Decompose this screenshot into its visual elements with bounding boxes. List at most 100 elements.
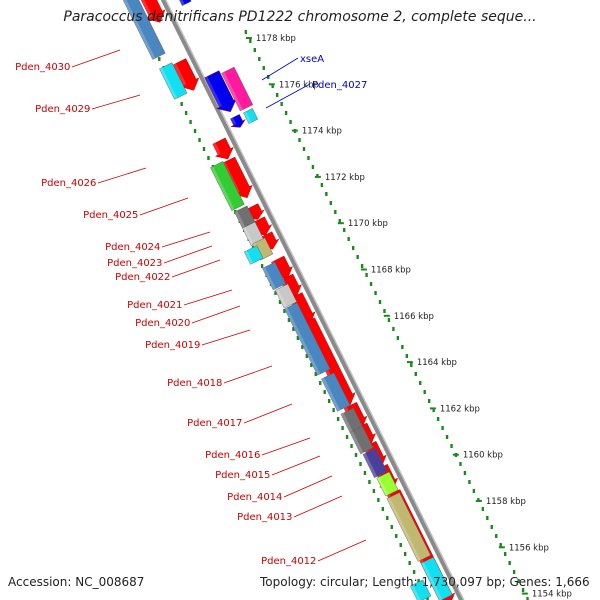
gene-block-shape (349, 425, 374, 455)
gene-block-small-highlight (243, 111, 252, 124)
outer-guide-line-dot (414, 372, 417, 376)
outer-guide-line-dot (284, 111, 288, 115)
cds-arrow-reverse (204, 70, 237, 113)
gene-block-highlight (244, 250, 254, 265)
inner-guide-line-dot (202, 147, 206, 151)
gene-label-leader (163, 245, 213, 264)
gene-label-left: Pden_4023 (107, 258, 162, 269)
inner-guide-line-dot (296, 336, 300, 340)
inner-guide-line-dot (198, 138, 201, 142)
outer-guide-line-dot (508, 561, 511, 565)
gene-block (340, 407, 364, 435)
gene-label-left: Pden_4020 (135, 318, 190, 329)
outer-guide-line-dot (311, 165, 315, 169)
gene-block-shape (121, 0, 166, 60)
outer-guide-line-dot (253, 48, 257, 52)
accession-text: Accession: NC_008687 (8, 575, 145, 589)
tick-label: 1174 kbp (302, 127, 342, 137)
outer-guide-line-dot (365, 273, 368, 277)
gene-block-highlight (284, 307, 321, 376)
outer-guide-line-dot (499, 543, 502, 547)
gene-block-shape (420, 556, 453, 600)
gene-block-pink-highlight (221, 71, 243, 111)
inner-guide-line-dot (381, 507, 385, 511)
gene-label-left: Pden_4012 (261, 556, 316, 567)
inner-guide-line-dot (292, 327, 295, 331)
gene-block (321, 372, 351, 412)
inner-guide-line-dot (305, 354, 309, 358)
outer-guide-line-dot (302, 147, 306, 151)
gene-block-pink-shape (221, 66, 254, 112)
gene-block-highlight (121, 0, 156, 60)
outer-guide-line-dot (325, 192, 328, 196)
gene-label-left: Pden_4026 (41, 178, 96, 189)
inner-guide-line-dot (363, 471, 367, 475)
gene-block-highlight (242, 226, 255, 247)
gene-label-left: Pden_4024 (105, 242, 160, 253)
gene-label-left: Pden_4017 (187, 418, 242, 429)
gene-block-shape (210, 161, 245, 211)
outer-guide-line-dot (369, 282, 373, 286)
outer-guide-line-dot (486, 516, 489, 520)
gene-label-left: Pden_4014 (227, 492, 282, 503)
tick-label: 1160 kbp (463, 451, 503, 461)
gene-label-right: Pden_4027 (312, 80, 367, 91)
cds-arrow-small-highlight (230, 117, 237, 126)
gene-label-leader (171, 259, 221, 278)
gene-label-left: Pden_4025 (83, 210, 138, 221)
outer-guide-line-dot (512, 570, 516, 574)
gene-block-small-shape (243, 108, 259, 124)
gene-block-top-highlight (177, 0, 185, 6)
outer-guide-line-dot (495, 534, 498, 538)
gene-label-leader (71, 49, 121, 68)
gene-block-top (177, 0, 192, 6)
gene-block (210, 161, 245, 211)
gene-label-left: Pden_4030 (15, 62, 70, 73)
gene-block (242, 221, 265, 247)
gene-block (159, 62, 188, 100)
inner-guide-line-dot (354, 453, 358, 457)
inner-guide-line-dot (417, 579, 420, 583)
gene-block-small (243, 108, 259, 124)
outer-guide-line-dot (387, 318, 391, 322)
gene-block-highlight (159, 67, 178, 100)
outer-guide-line-dot (289, 120, 292, 124)
gene-block (420, 556, 453, 600)
gene-block-shape (321, 372, 351, 412)
inner-guide-line-dot (158, 57, 161, 61)
inner-guide-line-dot (426, 597, 429, 600)
outer-guide-line-dot (267, 75, 270, 79)
outer-guide-line-dot (405, 354, 409, 358)
outer-guide-line-dot (463, 471, 467, 475)
gene-block-highlight (321, 377, 341, 412)
outer-guide-line-dot (445, 435, 449, 439)
inner-guide-line-dot (350, 444, 353, 448)
gene-block (275, 283, 297, 309)
gene-block (386, 492, 431, 562)
inner-guide-line-dot (184, 111, 188, 115)
tick-label: 1162 kbp (440, 404, 480, 414)
map-title: Paracoccus denitrificans PD1222 chromoso… (63, 9, 537, 25)
gene-label-leader (183, 289, 233, 306)
gene-label-leader (271, 455, 321, 476)
cds-arrow-small (230, 114, 246, 128)
outer-guide-line-dot (275, 93, 279, 97)
outer-guide-line-dot (271, 84, 274, 88)
outer-guide-line-dot (280, 102, 283, 106)
cds-arrow-forward-highlight (212, 142, 221, 155)
outer-guide-line-dot (320, 183, 324, 187)
gene-block-highlight (362, 453, 378, 478)
outer-guide-line-dot (338, 219, 341, 223)
outer-guide-line-dot (401, 345, 404, 349)
inner-guide-line-dot (390, 525, 393, 529)
gene-block-shape (376, 471, 399, 497)
inner-guide-line-dot (283, 309, 286, 313)
gene-label-leader (293, 495, 343, 518)
inner-guide-line-dot (278, 300, 282, 304)
outer-guide-line-dot (334, 210, 337, 214)
inner-guide-line-dot (408, 561, 411, 565)
gene-block (121, 0, 166, 60)
inner-guide-line-dot (359, 462, 362, 466)
inner-guide-line-dot (327, 399, 331, 403)
gene-block-highlight (262, 267, 276, 290)
